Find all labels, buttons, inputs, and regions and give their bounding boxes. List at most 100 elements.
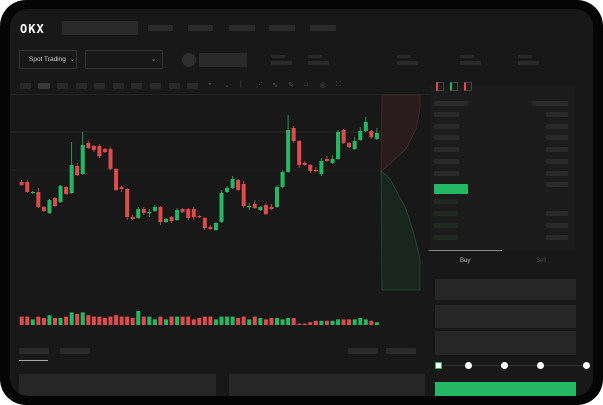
search-input[interactable] xyxy=(62,21,138,35)
volume-bar xyxy=(164,319,168,325)
timeframe-button[interactable] xyxy=(150,83,161,89)
nav-item[interactable] xyxy=(310,25,336,31)
nav-item[interactable] xyxy=(229,25,255,31)
eye-icon[interactable]: ✎ xyxy=(288,82,294,89)
price-input[interactable] xyxy=(435,279,576,300)
line-icon[interactable]: ⛶ xyxy=(336,81,341,88)
book-bids-icon[interactable] xyxy=(450,82,458,91)
tab-sell[interactable]: Sell xyxy=(536,258,547,264)
bid-price xyxy=(434,211,458,216)
candle-body xyxy=(213,223,218,230)
book-both-icon[interactable] xyxy=(436,82,444,91)
tab-order-history[interactable] xyxy=(60,348,90,354)
bid-price xyxy=(434,235,458,240)
volume-bar xyxy=(175,316,180,325)
stat-label xyxy=(308,55,322,58)
candle-body xyxy=(152,207,157,211)
volume-bar xyxy=(263,319,268,325)
pair-avatar xyxy=(182,53,196,67)
stat-label xyxy=(518,55,532,58)
candle-body xyxy=(41,207,46,211)
volume-bar xyxy=(241,316,246,325)
timeframe-button[interactable] xyxy=(57,83,68,89)
candle-body xyxy=(102,149,107,152)
book-asks-icon[interactable] xyxy=(464,82,472,91)
candle-body xyxy=(341,130,346,143)
candle-body xyxy=(36,192,41,207)
amount-input[interactable] xyxy=(435,305,576,328)
candle-body xyxy=(147,212,152,214)
nav-item[interactable] xyxy=(269,25,295,31)
volume-bar xyxy=(275,318,279,325)
candle-body xyxy=(53,198,57,206)
timeframe-button[interactable] xyxy=(169,83,180,89)
candle-body xyxy=(352,141,357,149)
volume-bar xyxy=(286,318,291,325)
buy-button[interactable] xyxy=(435,382,576,396)
expand-icon[interactable]: ⌂ xyxy=(304,81,309,88)
amount-slider[interactable] xyxy=(439,365,587,366)
timeframe-button[interactable] xyxy=(113,83,124,89)
magnet-icon[interactable]: ∿ xyxy=(272,82,278,89)
volume-bar xyxy=(80,312,85,325)
timeframe-button[interactable] xyxy=(187,83,198,89)
slider-stop[interactable] xyxy=(465,362,472,369)
candle-body xyxy=(136,209,141,218)
line-icon[interactable]: ⌄ xyxy=(224,82,230,89)
timeframe-button[interactable] xyxy=(38,83,50,89)
volume-bar xyxy=(363,319,368,325)
ask-price xyxy=(434,159,459,164)
timeframe-button[interactable] xyxy=(76,83,87,89)
candle-body xyxy=(319,161,324,174)
candle-body xyxy=(58,186,63,202)
slider-stop[interactable] xyxy=(537,362,544,369)
volume-bar xyxy=(158,316,163,325)
candle-body xyxy=(286,130,291,172)
candle-body xyxy=(336,132,341,159)
candle-body xyxy=(358,131,363,140)
total-input[interactable] xyxy=(435,331,576,355)
candle-body xyxy=(297,141,302,165)
candle-body xyxy=(208,227,213,229)
volume-bar xyxy=(252,316,257,325)
candle-body xyxy=(258,207,263,210)
volume-bar xyxy=(47,315,52,325)
filter-button[interactable] xyxy=(348,348,378,354)
candle-body xyxy=(269,207,274,209)
volume-bar xyxy=(141,316,146,325)
order-card xyxy=(19,374,216,396)
tab-open-orders[interactable] xyxy=(19,348,49,354)
volume-bar xyxy=(208,316,213,325)
crosshair-icon[interactable]: ⌖ xyxy=(208,81,212,88)
volume-bar xyxy=(341,319,346,325)
stat-label xyxy=(271,55,285,58)
slider-stop[interactable] xyxy=(583,362,590,369)
timeframe-button[interactable] xyxy=(94,83,105,89)
toolbar-divider xyxy=(10,94,430,95)
candlestick-chart[interactable] xyxy=(10,9,430,339)
slider-stop[interactable] xyxy=(501,362,508,369)
pencil-icon[interactable]: ⋰ xyxy=(256,82,263,89)
last-price xyxy=(434,184,468,194)
okx-logo: OKX xyxy=(20,22,45,36)
crosshair-icon[interactable]: ◎ xyxy=(320,82,327,89)
candle-body xyxy=(324,159,329,161)
stat-value xyxy=(397,61,418,65)
wave-icon[interactable]: | xyxy=(240,81,242,88)
timeframe-button[interactable] xyxy=(20,83,31,89)
volume-bar xyxy=(302,323,307,325)
pair-dropdown[interactable]: ⌄ xyxy=(85,50,163,69)
filter-button[interactable] xyxy=(386,348,416,354)
nav-item[interactable] xyxy=(148,25,173,31)
tab-buy[interactable]: Buy xyxy=(460,258,471,264)
volume-bar xyxy=(291,318,296,325)
spot-trading-label: Spot Trading xyxy=(29,56,66,63)
candle-body xyxy=(91,146,96,150)
slider-stop[interactable] xyxy=(435,362,442,369)
candle-body xyxy=(369,131,374,137)
nav-item[interactable] xyxy=(188,25,213,31)
spot-trading-dropdown[interactable]: Spot Trading ⌄ xyxy=(19,50,77,69)
stat-label xyxy=(397,55,411,58)
candle-body xyxy=(313,170,318,172)
timeframe-button[interactable] xyxy=(131,83,142,89)
